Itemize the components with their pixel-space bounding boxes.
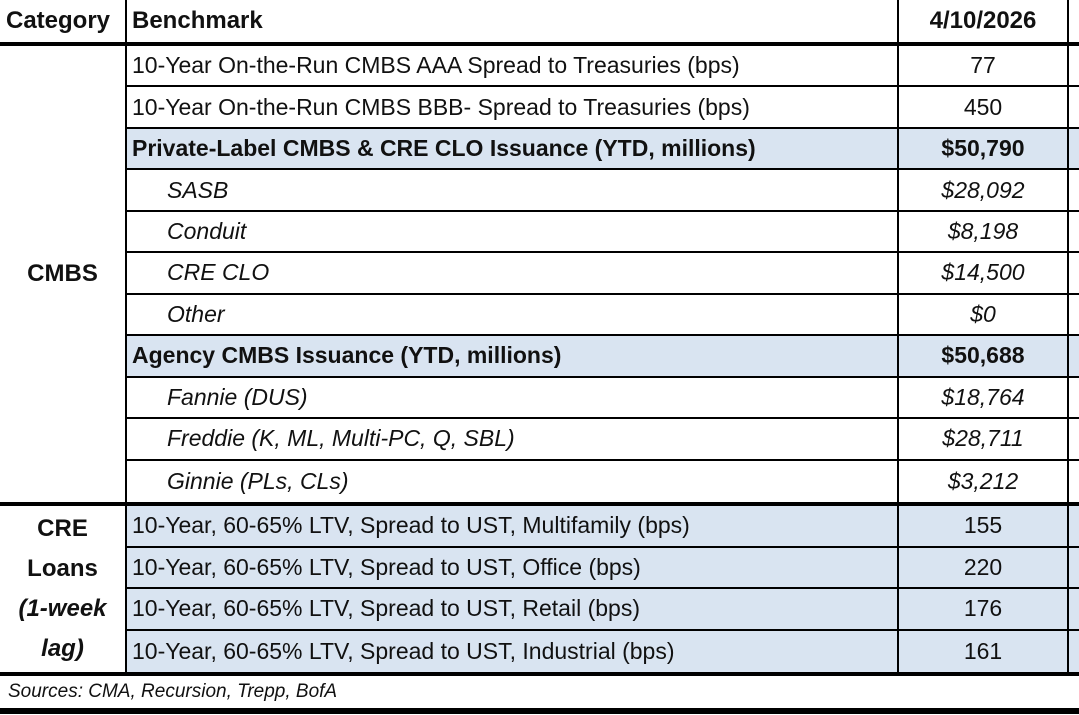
benchmark-cell: SASB	[125, 170, 897, 212]
category-cell: CRE Loans (1-week lag)	[0, 506, 125, 672]
value-cell: $3,212	[897, 460, 1067, 502]
value-cell: 161	[897, 630, 1067, 672]
sources-note: Sources: CMA, Recursion, Trepp, BofA	[8, 681, 338, 702]
next-column-sliver-cell	[1067, 460, 1079, 502]
benchmark-cell: 10-Year, 60-65% LTV, Spread to UST, Reta…	[125, 589, 897, 631]
next-column-sliver-cell	[1067, 336, 1079, 378]
next-column-sliver-cell	[1067, 506, 1079, 548]
next-column-sliver-cell	[1067, 547, 1079, 589]
benchmark-cell: 10-Year, 60-65% LTV, Spread to UST, Offi…	[125, 547, 897, 589]
benchmark-cell: Agency CMBS Issuance (YTD, millions)	[125, 336, 897, 378]
next-column-sliver-cell	[1067, 46, 1079, 88]
table-header: Category Benchmark 4/10/2026	[0, 0, 1079, 42]
header-category: Category	[6, 7, 111, 34]
benchmark-cell: 10-Year On-the-Run CMBS AAA Spread to Tr…	[125, 46, 897, 88]
category-cell: CMBS	[0, 46, 125, 502]
benchmark-cell: Private-Label CMBS & CRE CLO Issuance (Y…	[125, 128, 897, 171]
next-column-sliver-cell	[1067, 589, 1079, 631]
next-column-sliver-cell	[1067, 211, 1079, 254]
footer-divider	[0, 672, 1079, 676]
value-cell: 176	[897, 589, 1067, 631]
section-cmbs: CMBS 10-Year On-the-Run CMBS AAA Spread …	[0, 46, 1079, 502]
section-divider	[0, 502, 1079, 506]
next-column-sliver-cell	[1067, 294, 1079, 337]
category-label-line: CMBS	[27, 259, 98, 287]
value-cell: $14,500	[897, 253, 1067, 295]
benchmark-cell: 10-Year, 60-65% LTV, Spread to UST, Indu…	[125, 630, 897, 672]
benchmark-cell: 10-Year, 60-65% LTV, Spread to UST, Mult…	[125, 506, 897, 548]
next-column-sliver-cell	[1067, 253, 1079, 295]
value-cell: $8,198	[897, 211, 1067, 254]
category-label-line: (1-week	[18, 595, 107, 622]
next-column-sliver-cell	[1067, 170, 1079, 212]
value-cell: 155	[897, 506, 1067, 548]
benchmark-cell: Freddie (K, ML, Multi-PC, Q, SBL)	[125, 419, 897, 461]
next-column-sliver-cell	[1067, 128, 1079, 171]
benchmark-cell: Ginnie (PLs, CLs)	[125, 460, 897, 502]
benchmark-cell: Conduit	[125, 211, 897, 254]
next-column-sliver-cell	[1067, 377, 1079, 420]
value-cell: $18,764	[897, 377, 1067, 420]
value-cell: $50,790	[897, 128, 1067, 171]
category-label-line: CRE	[37, 515, 88, 542]
header-next-column-sliver	[1067, 0, 1079, 42]
benchmark-cell: Other	[125, 294, 897, 337]
value-cell: 220	[897, 547, 1067, 589]
value-cell: 77	[897, 46, 1067, 88]
section-cre-loans: CRE Loans (1-week lag) 10-Year, 60-65% LTV,…	[0, 506, 1079, 672]
header-benchmark: Benchmark	[125, 0, 897, 42]
next-column-sliver-cell	[1067, 419, 1079, 461]
benchmark-cell: CRE CLO	[125, 253, 897, 295]
header-divider	[0, 42, 1079, 46]
bottom-border	[0, 708, 1079, 714]
value-cell: $28,092	[897, 170, 1067, 212]
value-cell: 450	[897, 87, 1067, 129]
value-cell: $50,688	[897, 336, 1067, 378]
benchmark-cell: Fannie (DUS)	[125, 377, 897, 420]
category-label-line: lag)	[41, 635, 84, 662]
value-cell: $28,711	[897, 419, 1067, 461]
next-column-sliver-cell	[1067, 630, 1079, 672]
value-cell: $0	[897, 294, 1067, 337]
next-column-sliver-cell	[1067, 87, 1079, 129]
category-label-line: Loans	[27, 555, 98, 582]
header-date: 4/10/2026	[897, 0, 1067, 42]
benchmark-cell: 10-Year On-the-Run CMBS BBB- Spread to T…	[125, 87, 897, 129]
